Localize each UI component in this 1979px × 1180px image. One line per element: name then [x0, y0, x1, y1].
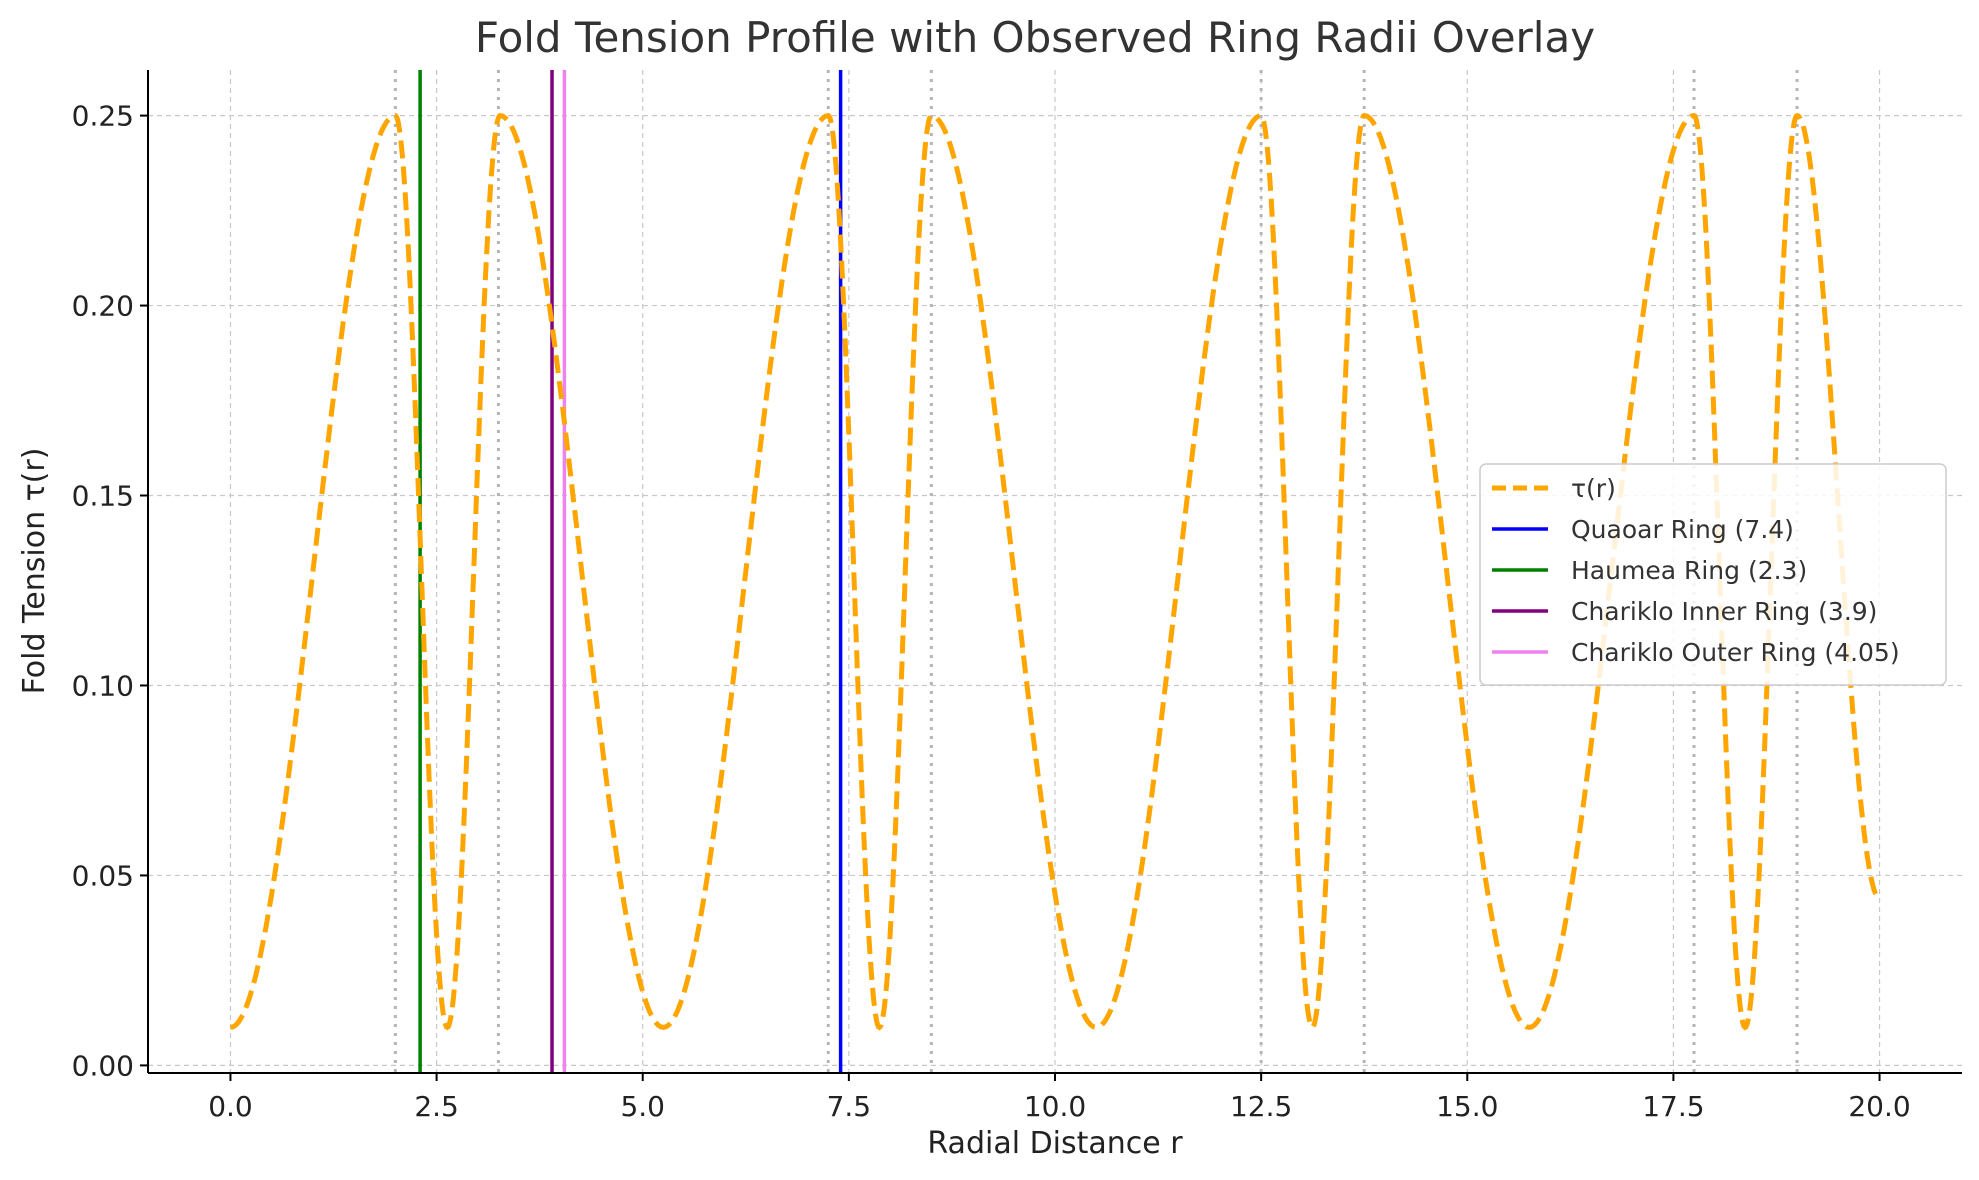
- y-axis-label: Fold Tension τ(r): [17, 448, 52, 695]
- x-tick-label-0: 0.0: [208, 1090, 253, 1123]
- legend-label-4: Chariklo Outer Ring (4.05): [1571, 638, 1900, 667]
- x-tick-label-8: 20.0: [1848, 1090, 1910, 1123]
- x-tick-label-7: 17.5: [1642, 1090, 1704, 1123]
- y-tick-label-3: 0.15: [72, 480, 134, 513]
- legend-label-2: Haumea Ring (2.3): [1571, 556, 1807, 585]
- x-tick-label-6: 15.0: [1436, 1090, 1498, 1123]
- x-axis-label: Radial Distance r: [927, 1126, 1183, 1161]
- y-tick-label-4: 0.20: [72, 290, 134, 323]
- legend: τ(r) Quaoar Ring (7.4) Haumea Ring (2.3) Ch…: [1479, 463, 1947, 686]
- chart-title: Fold Tension Profile with Observed Ring …: [475, 13, 1595, 62]
- legend-entries: τ(r) Quaoar Ring (7.4) Haumea Ring (2.3) Ch…: [1492, 474, 1900, 667]
- y-ticks: 0.00 0.05 0.10 0.15 0.20 0.25: [72, 100, 148, 1082]
- legend-label-0: τ(r): [1571, 474, 1616, 503]
- x-tick-label-5: 12.5: [1230, 1090, 1292, 1123]
- y-tick-label-0: 0.00: [72, 1049, 134, 1082]
- x-tick-label-2: 5.0: [620, 1090, 665, 1123]
- tau-curve: [229, 112, 1881, 1031]
- x-tick-label-4: 10.0: [1024, 1090, 1086, 1123]
- x-tick-label-3: 7.5: [827, 1090, 872, 1123]
- legend-frame: [1479, 463, 1947, 686]
- y-tick-label-1: 0.05: [72, 859, 134, 892]
- x-tick-label-1: 2.5: [414, 1090, 459, 1123]
- legend-label-3: Chariklo Inner Ring (3.9): [1571, 597, 1877, 626]
- y-tick-label-5: 0.25: [72, 100, 134, 133]
- y-tick-label-2: 0.10: [72, 669, 134, 702]
- x-ticks: 0.0 2.5 5.0 7.5 10.0 12.5 15.0 17.5 20.0: [208, 1073, 1911, 1123]
- legend-label-1: Quaoar Ring (7.4): [1571, 515, 1794, 544]
